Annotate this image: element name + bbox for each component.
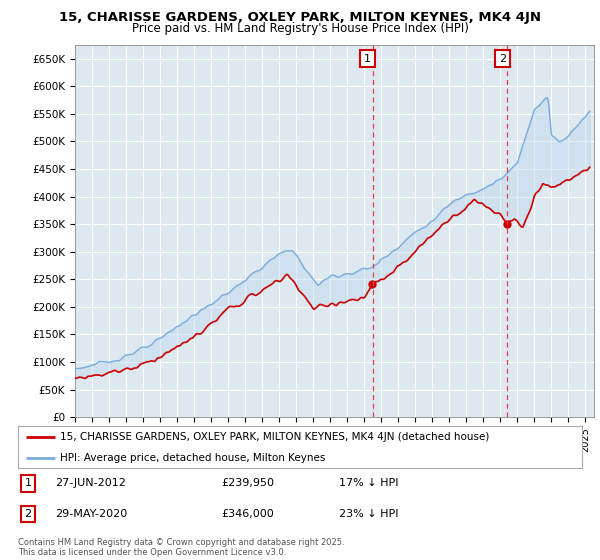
Text: £239,950: £239,950 (221, 478, 274, 488)
Text: 23% ↓ HPI: 23% ↓ HPI (340, 509, 399, 519)
Text: £346,000: £346,000 (221, 509, 274, 519)
Text: 17% ↓ HPI: 17% ↓ HPI (340, 478, 399, 488)
Text: 15, CHARISSE GARDENS, OXLEY PARK, MILTON KEYNES, MK4 4JN: 15, CHARISSE GARDENS, OXLEY PARK, MILTON… (59, 11, 541, 24)
Text: 27-JUN-2012: 27-JUN-2012 (55, 478, 125, 488)
Text: Contains HM Land Registry data © Crown copyright and database right 2025.
This d: Contains HM Land Registry data © Crown c… (18, 538, 344, 557)
Text: 2: 2 (499, 54, 506, 64)
Text: 15, CHARISSE GARDENS, OXLEY PARK, MILTON KEYNES, MK4 4JN (detached house): 15, CHARISSE GARDENS, OXLEY PARK, MILTON… (60, 432, 490, 442)
Text: Price paid vs. HM Land Registry's House Price Index (HPI): Price paid vs. HM Land Registry's House … (131, 22, 469, 35)
Text: 1: 1 (364, 54, 371, 64)
Text: 1: 1 (25, 478, 32, 488)
Text: HPI: Average price, detached house, Milton Keynes: HPI: Average price, detached house, Milt… (60, 454, 326, 463)
Text: 2: 2 (25, 509, 32, 519)
Text: 29-MAY-2020: 29-MAY-2020 (55, 509, 127, 519)
